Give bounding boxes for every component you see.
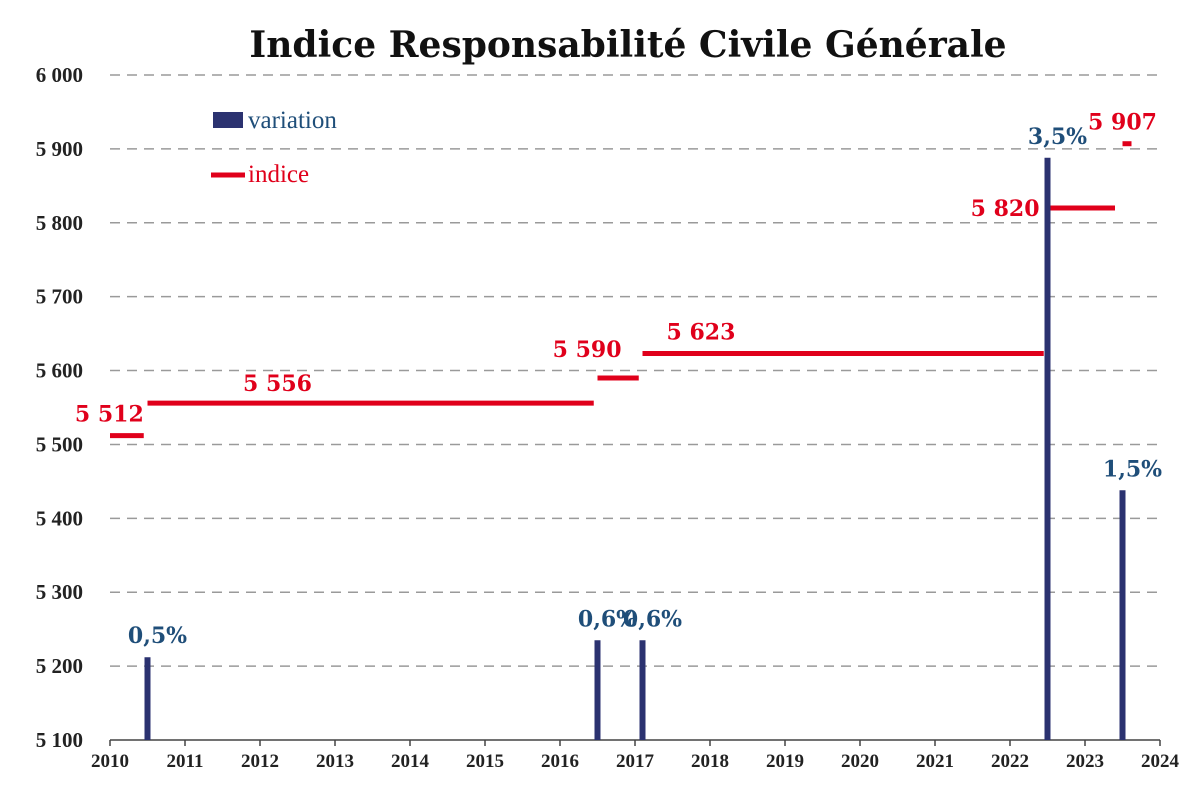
legend: variation indice xyxy=(211,107,337,188)
grid-lines xyxy=(110,74,1160,667)
variation-series: 0,5% 0,6%0,6% 3,5% 1,5% xyxy=(128,124,1162,740)
indice-segment-label: 5 907 xyxy=(1088,110,1157,136)
y-tick-label: 5 700 xyxy=(36,285,83,309)
x-tick-label: 2019 xyxy=(766,751,804,772)
indice-segment-label: 5 590 xyxy=(553,337,622,363)
x-axis-ticks: 2010 2011 2012 2013 2014 2015 2016 2017 2018 2019… xyxy=(91,740,1180,772)
variation-bar xyxy=(639,640,646,740)
x-tick-label: 2024 xyxy=(1141,751,1180,772)
legend-indice-label: indice xyxy=(248,161,309,188)
indice-segment-label: 5 556 xyxy=(243,371,312,397)
variation-bar xyxy=(1119,490,1126,740)
variation-bar-label: 1,5% xyxy=(1103,456,1162,482)
x-tick-label: 2018 xyxy=(691,751,729,772)
x-tick-label: 2014 xyxy=(391,751,430,772)
y-tick-label: 5 200 xyxy=(36,654,83,678)
x-tick-label: 2010 xyxy=(91,751,129,772)
x-tick-label: 2022 xyxy=(991,751,1029,772)
indice-segment-label: 5 623 xyxy=(667,320,736,346)
y-tick-label: 5 800 xyxy=(36,211,83,235)
variation-bar xyxy=(1044,157,1051,740)
y-tick-label: 5 600 xyxy=(36,359,83,383)
y-tick-label: 5 400 xyxy=(36,506,83,530)
y-tick-label: 5 100 xyxy=(36,728,83,752)
legend-variation-label: variation xyxy=(248,107,337,134)
legend-variation-swatch xyxy=(213,112,243,128)
x-tick-label: 2023 xyxy=(1066,751,1104,772)
x-tick-label: 2013 xyxy=(316,751,354,772)
indice-series: 5 512 5 556 5 590 5 623 5 820 5 907 xyxy=(75,110,1157,439)
x-tick-label: 2016 xyxy=(541,751,579,772)
indice-segment-label: 5 820 xyxy=(971,196,1040,222)
y-axis-ticks: 5 100 5 200 5 300 5 400 5 500 5 600 5 700 5 800… xyxy=(36,63,83,752)
x-tick-label: 2015 xyxy=(466,751,504,772)
x-tick-label: 2017 xyxy=(616,751,655,772)
x-tick-label: 2021 xyxy=(916,751,954,772)
chart-title: Indice Responsabilité Civile Générale xyxy=(249,24,1006,66)
y-tick-label: 5 500 xyxy=(36,432,83,456)
variation-bar-label: 3,5% xyxy=(1028,124,1087,150)
x-tick-label: 2011 xyxy=(167,751,204,772)
y-tick-label: 5 300 xyxy=(36,580,83,604)
variation-bar xyxy=(144,657,151,740)
x-tick-label: 2020 xyxy=(841,751,879,772)
variation-bar xyxy=(594,640,601,740)
y-tick-label: 6 000 xyxy=(36,63,83,87)
variation-bar-label: 0,6% xyxy=(578,606,637,632)
indice-segment-label: 5 512 xyxy=(75,402,144,428)
variation-bar-label: 0,5% xyxy=(128,623,187,649)
variation-bar-label: 0,6% xyxy=(623,606,682,632)
x-tick-label: 2012 xyxy=(241,751,279,772)
y-tick-label: 5 900 xyxy=(36,137,83,161)
